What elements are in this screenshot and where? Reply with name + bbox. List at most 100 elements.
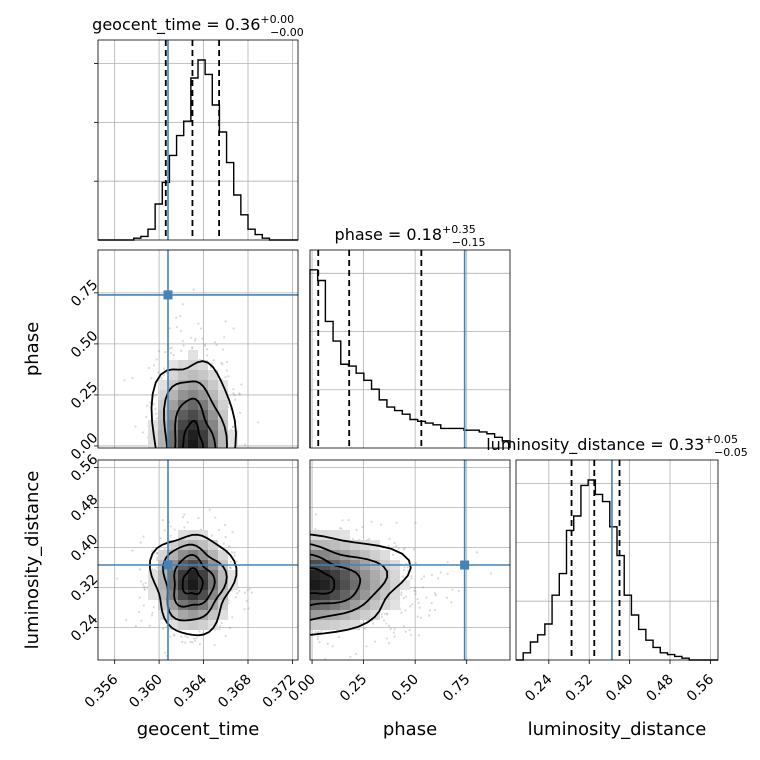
title-median: 0.33: [669, 435, 705, 454]
scatter-point: [147, 366, 151, 370]
scatter-point: [340, 527, 343, 530]
density-cell: [208, 370, 218, 380]
density-cell: [370, 600, 380, 610]
scatter-point: [210, 534, 214, 537]
density-cell: [218, 550, 228, 560]
density-cell: [168, 550, 178, 560]
scatter-point: [141, 431, 144, 434]
density-cell: [188, 350, 198, 360]
axes-frame: [515, 459, 719, 661]
density-cell: [310, 580, 320, 590]
density-cell: [158, 410, 168, 420]
density-cell: [198, 600, 208, 610]
scatter-point: [142, 535, 145, 538]
scatter-point: [385, 612, 388, 615]
scatter-point: [404, 630, 407, 633]
density-cell: [370, 580, 380, 590]
scatter-point: [181, 640, 184, 644]
scatter-point: [150, 614, 154, 617]
scatter-point: [151, 549, 154, 553]
contour-level-0: [181, 567, 204, 596]
scatter-point: [341, 519, 344, 522]
scatter-point: [425, 596, 428, 599]
histogram-geocent_time: [98, 59, 298, 241]
title-plus: +0.05: [704, 433, 738, 446]
density-cell: [330, 540, 340, 550]
scatter-point: [395, 545, 398, 548]
density-cell: [168, 570, 178, 580]
scatter-point: [397, 547, 400, 550]
title-equals: =: [645, 435, 669, 454]
density-cell: [208, 590, 218, 600]
scatter-point: [159, 536, 162, 540]
density-cell: [208, 580, 218, 590]
density-cell: [330, 590, 340, 600]
scatter-point: [152, 403, 155, 406]
scatter-point: [389, 627, 392, 631]
density-cell: [168, 610, 178, 620]
scatter-point: [173, 633, 176, 636]
scatter-point: [179, 314, 182, 318]
pair-panel-geocent_time-luminosity_distance: [97, 459, 299, 661]
scatter-point: [180, 349, 183, 352]
scatter-point: [354, 652, 358, 656]
scatter-point: [393, 628, 396, 631]
density-cell: [310, 590, 320, 600]
scatter-point: [316, 631, 319, 634]
density-cell: [228, 440, 238, 448]
density-cell: [188, 610, 198, 620]
scatter-point: [163, 373, 166, 377]
density-cell: [350, 550, 360, 560]
density-cell: [198, 530, 208, 540]
scatter-point: [156, 566, 159, 569]
scatter-point: [427, 614, 431, 617]
density-cell: [188, 390, 198, 400]
scatter-point: [123, 379, 126, 382]
scatter-point: [339, 526, 342, 530]
density-cell: [168, 360, 178, 370]
scatter-point: [236, 592, 239, 595]
scatter-point: [409, 633, 412, 637]
scatter-point: [181, 340, 185, 343]
x-tick-label: 0.56: [684, 671, 717, 704]
density-cell: [198, 360, 208, 370]
density-cell: [320, 540, 330, 550]
histogram-phase: [309, 269, 511, 448]
contour-level-3: [150, 360, 237, 448]
density-cell: [158, 600, 168, 610]
scatter-point: [192, 637, 196, 640]
density-cell: [188, 420, 198, 430]
scatter-point: [205, 348, 209, 351]
density-cell: [360, 600, 370, 610]
density-cell: [178, 410, 188, 420]
scatter-point: [387, 642, 391, 645]
density-cell: [310, 620, 320, 630]
density-cell: [198, 430, 208, 440]
density-cell: [350, 590, 360, 600]
scatter-point: [245, 599, 248, 602]
scatter-point: [416, 615, 419, 618]
scatter-point: [403, 566, 406, 569]
contour-level-1: [173, 553, 216, 608]
contour-level-1: [310, 553, 362, 607]
scatter-point: [380, 613, 383, 616]
density-cell: [350, 540, 360, 550]
scatter-point: [116, 577, 119, 580]
scatter-point: [256, 421, 260, 424]
density-cell: [198, 570, 208, 580]
scatter-point: [409, 605, 412, 608]
scatter-point: [229, 560, 232, 564]
scatter-point: [214, 516, 217, 519]
density-cell: [360, 540, 370, 550]
scatter-point: [224, 535, 227, 539]
density-cell: [350, 620, 360, 630]
title-equals: =: [201, 15, 225, 34]
density-cell: [370, 570, 380, 580]
scatter-point: [395, 521, 398, 524]
x-tick-label: 0.360: [126, 672, 166, 712]
y-tick-label: 0.40: [68, 532, 101, 565]
axes-frame: [309, 249, 511, 449]
title-minus: −0.05: [714, 446, 748, 459]
density-cell: [188, 430, 198, 440]
density-cell: [350, 580, 360, 590]
